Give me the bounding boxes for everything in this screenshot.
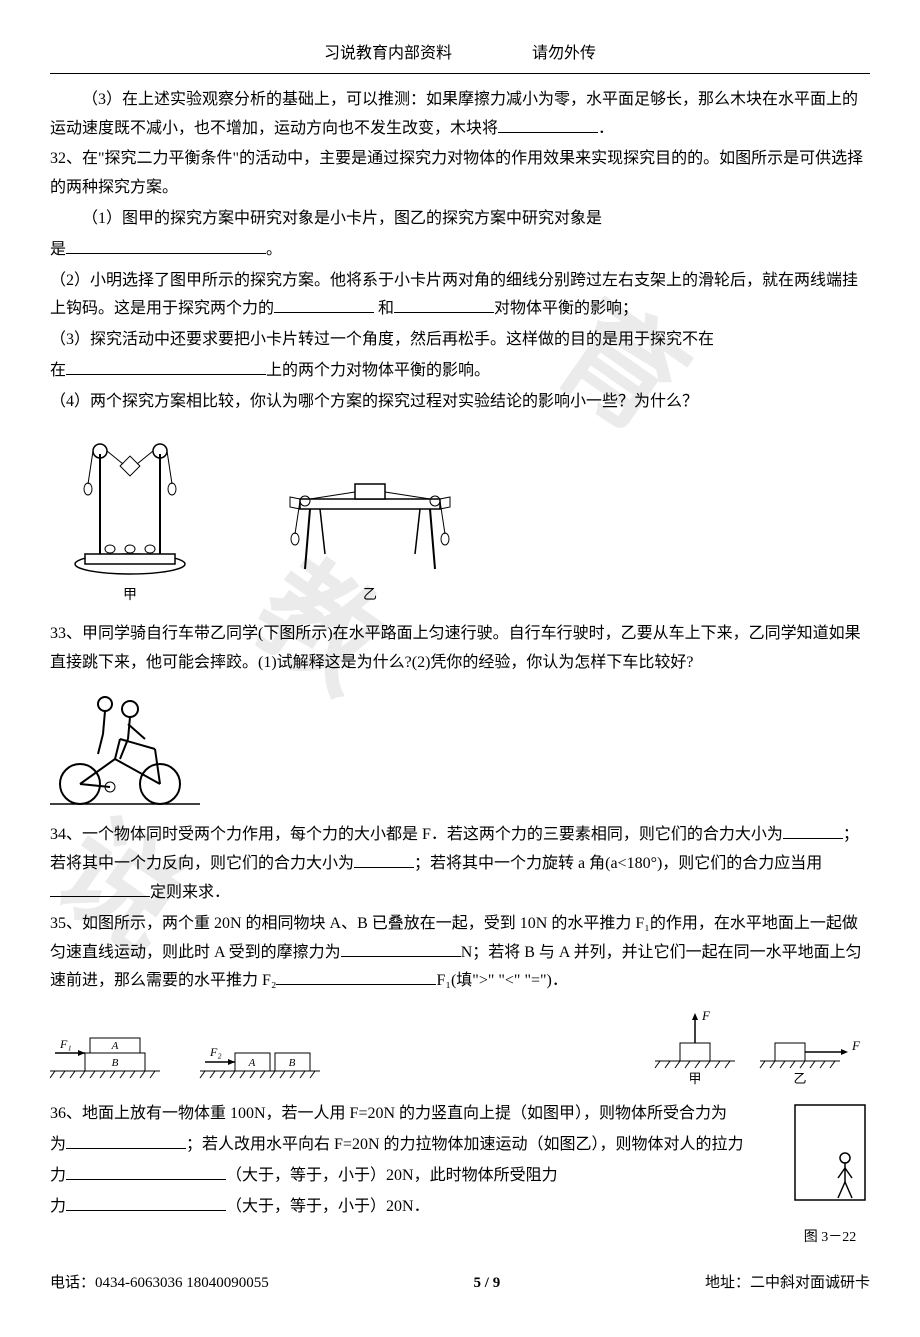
fig35-right: F 甲 F 乙 <box>650 1008 870 1088</box>
blank <box>274 297 374 313</box>
q32-1-line2: 是。 <box>50 236 870 265</box>
label-Fb: F <box>851 1038 861 1053</box>
header-left: 习说教育内部资料 <box>324 40 452 69</box>
label-yi: 乙 <box>793 1071 806 1086</box>
blank <box>276 969 436 985</box>
q35-figures: A B F₁ A B F₂ <box>50 1008 870 1088</box>
page-footer: 电话：0434-6063036 18040090055 5 / 9 地址：二中斜… <box>50 1270 870 1297</box>
footer-addr: 地址：二中斜对面诚研卡 <box>705 1270 870 1297</box>
blank <box>50 881 150 897</box>
q35c: F₁(填">" "<" "=")． <box>436 972 567 989</box>
q32-intro: 32、在"探究二力平衡条件"的活动中，主要是通过探究力对物体的作用效果来实现探究… <box>50 145 870 203</box>
q32-3-line2: 在上的两个力对物体平衡的影响。 <box>50 357 870 386</box>
label-F: F <box>701 1008 711 1023</box>
q32-2: （2）小明选择了图甲所示的探究方案。他将系于小卡片两对角的细线分别跨过左右支架上… <box>50 267 870 325</box>
q35: 35、如图所示，两个重 20N 的相同物块 A、B 已叠放在一起，受到 10N … <box>50 910 870 996</box>
q32-2b: 和 <box>374 300 394 317</box>
fig32b-label: 乙 <box>270 583 470 608</box>
label-F2: F₂ <box>209 1045 222 1059</box>
blank <box>354 852 414 868</box>
footer-page: 5 / 9 <box>474 1270 501 1297</box>
q34: 34、一个物体同时受两个力作用，每个力的大小都是 F．若这两个力的三要素相同，则… <box>50 821 870 907</box>
q33: 33、甲同学骑自行车带乙同学(下图所示)在水平路面上匀速行驶。自行车行驶时，乙要… <box>50 620 870 678</box>
q36-line4: 力（大于，等于，小于）20N． <box>50 1193 870 1222</box>
blank <box>341 941 461 957</box>
q32-2c: 对物体平衡的影响； <box>494 300 638 317</box>
q34a: 34、一个物体同时受两个力作用，每个力的大小都是 F．若这两个力的三要素相同，则… <box>50 826 783 843</box>
header-right: 请勿外传 <box>532 40 596 69</box>
q32-1-text: （1）图甲的探究方案中研究对象是小卡片，图乙的探究方案中研究对象是 <box>82 210 602 227</box>
q32-1: （1）图甲的探究方案中研究对象是小卡片，图乙的探究方案中研究对象是 <box>50 205 870 234</box>
blank <box>394 297 494 313</box>
q36d: （大于，等于，小于）20N． <box>226 1198 430 1215</box>
page-header: 习说教育内部资料 请勿外传 <box>50 40 870 74</box>
q36a: 36、地面上放有一物体重 100N，若一人用 F=20N 的力竖直向上提（如图甲… <box>50 1105 727 1122</box>
fig36-label: 图 3－22 <box>790 1225 870 1250</box>
q32-3: （3）探究活动中还要求要把小卡片转过一个角度，然后再松手。这样做的目的是用于探究… <box>50 326 870 355</box>
period: 。 <box>266 241 282 258</box>
blank <box>66 238 266 254</box>
fig36: 图 3－22 <box>790 1100 870 1250</box>
q31-3-text: （3）在上述实验观察分析的基础上，可以推测：如果摩擦力减小为零，水平面足够长，那… <box>50 91 858 137</box>
q32-figures: 甲 乙 <box>50 429 870 608</box>
period: ． <box>598 120 614 137</box>
footer-phone: 电话：0434-6063036 18040090055 <box>50 1270 269 1297</box>
q36c: （大于，等于，小于）20N，此时物体所受阻力 <box>226 1167 558 1184</box>
q36: 36、地面上放有一物体重 100N，若一人用 F=20N 的力竖直向上提（如图甲… <box>50 1100 870 1129</box>
q32-4: （4）两个探究方案相比较，你认为哪个方案的探究过程对实验结论的影响小一些？为什么… <box>50 388 870 417</box>
label-jia: 甲 <box>688 1071 701 1086</box>
q36b: ；若人改用水平向右 F=20N 的力拉物体加速运动（如图乙），则物体对人的拉力 <box>186 1136 743 1153</box>
fig35-left: A B F₁ A B F₂ <box>50 1018 330 1088</box>
label-A: A <box>111 1040 119 1052</box>
blank <box>66 359 266 375</box>
label-B2: B <box>289 1057 296 1069</box>
label-B: B <box>112 1057 119 1069</box>
q33-figure <box>50 689 870 809</box>
q34c: ；若将其中一个力旋转 a 角(a<180°)，则它们的合力应当用 <box>414 855 822 872</box>
q36-line2: 为；若人改用水平向右 F=20N 的力拉物体加速运动（如图乙），则物体对人的拉力 <box>50 1131 870 1160</box>
q34d: 定则来求． <box>150 884 230 901</box>
fig32b: 乙 <box>270 459 470 608</box>
content-body: （3）在上述实验观察分析的基础上，可以推测：如果摩擦力减小为零，水平面足够长，那… <box>50 86 870 1297</box>
q31-3: （3）在上述实验观察分析的基础上，可以推测：如果摩擦力减小为零，水平面足够长，那… <box>50 86 870 144</box>
label-A2: A <box>248 1057 256 1069</box>
q32-3a: （3）探究活动中还要求要把小卡片转过一个角度，然后再松手。这样做的目的是用于探究… <box>50 331 714 348</box>
label-F1: F₁ <box>59 1037 72 1051</box>
fig33 <box>50 689 200 809</box>
blank <box>783 823 843 839</box>
q36-line3: 力（大于，等于，小于）20N，此时物体所受阻力 <box>50 1162 870 1191</box>
blank <box>66 1164 226 1180</box>
q32-3b: 上的两个力对物体平衡的影响。 <box>266 362 490 379</box>
blank <box>498 117 598 133</box>
blank <box>66 1133 186 1149</box>
blank <box>66 1195 226 1211</box>
fig32a: 甲 <box>50 429 210 608</box>
fig32a-label: 甲 <box>50 583 210 608</box>
